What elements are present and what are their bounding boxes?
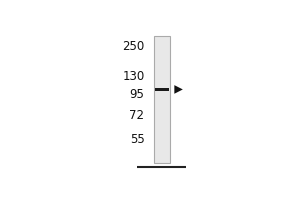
Bar — [154, 88, 169, 91]
Text: 95: 95 — [130, 88, 145, 101]
Text: 250: 250 — [122, 40, 145, 53]
Bar — [154, 36, 170, 163]
Polygon shape — [174, 85, 183, 94]
Text: 55: 55 — [130, 133, 145, 146]
Text: 130: 130 — [122, 70, 145, 83]
Text: 72: 72 — [130, 109, 145, 122]
